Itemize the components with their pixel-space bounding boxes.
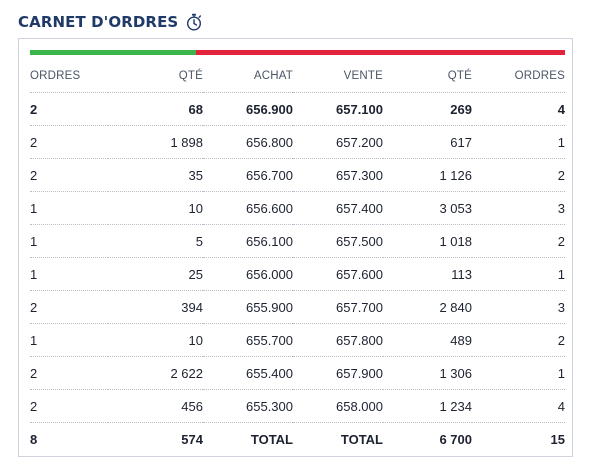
buy-qty-cell: 68 <box>108 92 203 126</box>
total-buy-orders-cell: 8 <box>30 431 38 447</box>
bid-price-cell: 655.400 <box>203 356 293 390</box>
ask-price-cell: 657.100 <box>293 92 383 126</box>
col-header-ask: VENTE <box>293 60 383 93</box>
buy-qty-cell: 394 <box>108 290 203 324</box>
sell-qty-cell: 269 <box>383 92 472 126</box>
sell-qty-cell: 1 126 <box>383 158 472 192</box>
table-row: 2 68 656.900 657.100 269 4 <box>30 92 565 126</box>
table-row: 1 25 656.000 657.600 113 1 <box>30 257 565 291</box>
order-book-panel: ORDRES QTÉ ACHAT VENTE QTÉ ORDRES 2 68 6… <box>18 38 573 457</box>
ask-price-cell: 657.200 <box>293 125 383 159</box>
buy-orders-cell: 2 <box>30 158 108 192</box>
sell-orders-cell: 3 <box>472 191 565 225</box>
sell-qty-cell: 1 306 <box>383 356 472 390</box>
buy-qty-cell: 2 622 <box>108 356 203 390</box>
sell-qty-cell: 113 <box>383 257 472 291</box>
col-header-buy-qty: QTÉ <box>108 60 203 93</box>
buy-qty-cell: 10 <box>108 323 203 357</box>
table-row: 2 394 655.900 657.700 2 840 3 <box>30 290 565 324</box>
bid-price-cell: 655.300 <box>203 389 293 423</box>
sell-qty-cell: 3 053 <box>383 191 472 225</box>
buy-orders-cell: 2 <box>30 92 108 126</box>
sell-orders-cell: 2 <box>472 224 565 258</box>
ask-price-cell: 657.700 <box>293 290 383 324</box>
buy-qty-cell: 35 <box>108 158 203 192</box>
buy-orders-cell: 2 <box>30 125 108 159</box>
buy-qty-cell: 1 898 <box>108 125 203 159</box>
buy-sell-ratio-bar <box>30 50 565 55</box>
table-header-row: ORDRES QTÉ ACHAT VENTE QTÉ ORDRES <box>30 60 565 93</box>
table-row: 1 10 655.700 657.800 489 2 <box>30 323 565 357</box>
stopwatch-icon[interactable] <box>185 13 203 31</box>
col-header-buy-orders: ORDRES <box>30 60 108 93</box>
table-row: 2 1 898 656.800 657.200 617 1 <box>30 125 565 159</box>
sell-orders-cell: 1 <box>472 257 565 291</box>
bid-price-cell: 656.800 <box>203 125 293 159</box>
bid-price-cell: 655.900 <box>203 290 293 324</box>
buy-orders-cell: 2 <box>30 290 108 324</box>
total-ask-label: TOTAL <box>340 431 383 447</box>
col-header-sell-orders: ORDRES <box>472 60 565 93</box>
sell-ratio-segment <box>195 50 565 55</box>
ask-price-cell: 658.000 <box>293 389 383 423</box>
sell-qty-cell: 489 <box>383 323 472 357</box>
buy-orders-cell: 2 <box>30 356 108 390</box>
page-title: CARNET D'ORDRES <box>18 13 179 31</box>
ask-price-cell: 657.500 <box>293 224 383 258</box>
total-bid-label: TOTAL <box>250 431 293 447</box>
sell-qty-cell: 2 840 <box>383 290 472 324</box>
table-row: 2 456 655.300 658.000 1 234 4 <box>30 389 565 423</box>
sell-orders-cell: 2 <box>472 323 565 357</box>
buy-qty-cell: 25 <box>108 257 203 291</box>
buy-orders-cell: 1 <box>30 191 108 225</box>
order-book-header: CARNET D'ORDRES <box>18 10 203 34</box>
buy-orders-cell: 1 <box>30 323 108 357</box>
bid-price-cell: 656.900 <box>203 92 293 126</box>
total-sell-orders-cell: 15 <box>550 431 565 447</box>
ask-price-cell: 657.300 <box>293 158 383 192</box>
ask-price-cell: 657.900 <box>293 356 383 390</box>
table-row: 2 35 656.700 657.300 1 126 2 <box>30 158 565 192</box>
sell-orders-cell: 1 <box>472 125 565 159</box>
sell-orders-cell: 1 <box>472 356 565 390</box>
ask-price-cell: 657.800 <box>293 323 383 357</box>
buy-ratio-segment <box>30 50 196 55</box>
table-row: 2 2 622 655.400 657.900 1 306 1 <box>30 356 565 390</box>
sell-orders-cell: 3 <box>472 290 565 324</box>
bid-price-cell: 656.100 <box>203 224 293 258</box>
total-sell-qty-cell: 6 700 <box>439 431 472 447</box>
bid-price-cell: 656.600 <box>203 191 293 225</box>
sell-qty-cell: 617 <box>383 125 472 159</box>
bid-price-cell: 655.700 <box>203 323 293 357</box>
col-header-bid: ACHAT <box>203 60 293 93</box>
buy-qty-cell: 456 <box>108 389 203 423</box>
bid-price-cell: 656.000 <box>203 257 293 291</box>
bid-price-cell: 656.700 <box>203 158 293 192</box>
buy-orders-cell: 1 <box>30 224 108 258</box>
ask-price-cell: 657.600 <box>293 257 383 291</box>
sell-qty-cell: 1 234 <box>383 389 472 423</box>
sell-orders-cell: 2 <box>472 158 565 192</box>
table-row: 1 5 656.100 657.500 1 018 2 <box>30 224 565 258</box>
sell-orders-cell: 4 <box>472 389 565 423</box>
order-book-table: ORDRES QTÉ ACHAT VENTE QTÉ ORDRES 2 68 6… <box>30 60 565 455</box>
totals-row: 8 574 TOTAL TOTAL 6 700 15 <box>30 423 565 456</box>
col-header-sell-qty: QTÉ <box>383 60 472 93</box>
sell-orders-cell: 4 <box>472 92 565 126</box>
total-buy-qty-cell: 574 <box>181 431 203 447</box>
table-row: 1 10 656.600 657.400 3 053 3 <box>30 191 565 225</box>
sell-qty-cell: 1 018 <box>383 224 472 258</box>
ask-price-cell: 657.400 <box>293 191 383 225</box>
buy-orders-cell: 1 <box>30 257 108 291</box>
buy-orders-cell: 2 <box>30 389 108 423</box>
buy-qty-cell: 5 <box>108 224 203 258</box>
buy-qty-cell: 10 <box>108 191 203 225</box>
